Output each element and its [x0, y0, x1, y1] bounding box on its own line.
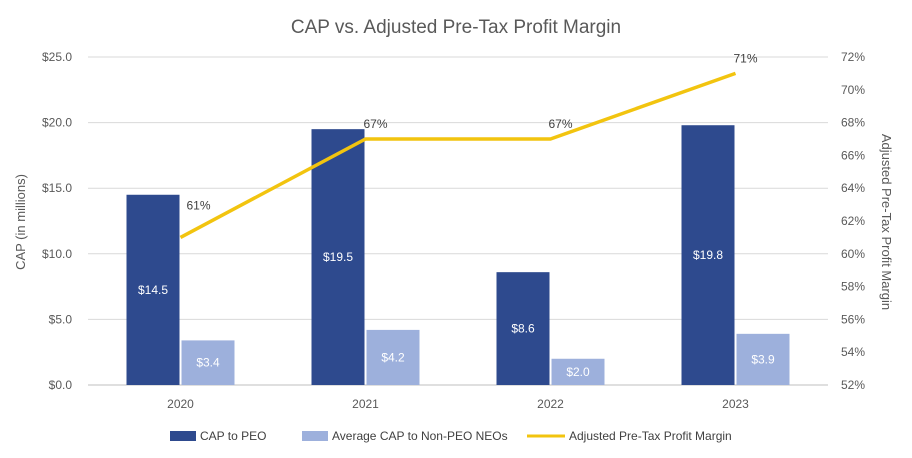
- x-tick-label: 2020: [167, 397, 194, 411]
- bar-cap-neo: [366, 329, 420, 385]
- bar-cap-neo: [181, 340, 235, 385]
- bar-cap-peo: [681, 125, 735, 385]
- y2-tick-label: 58%: [841, 280, 865, 294]
- bars: $14.5 $3.4 $19.5 $4.2 $8.6 $2.0 $19.8 $3.9: [126, 125, 790, 385]
- y2-tick-label: 68%: [841, 116, 865, 130]
- legend-swatch: [302, 431, 328, 441]
- legend-label: Adjusted Pre-Tax Profit Margin: [569, 429, 732, 443]
- y-tick-label: $20.0: [42, 116, 72, 130]
- y2-axis-title: Adjusted Pre-Tax Profit Margin: [879, 134, 894, 310]
- bar-cap-peo: [311, 129, 365, 385]
- right-axis-ticks: 52% 54% 56% 58% 60% 62% 64% 66% 68% 70% 72%: [841, 50, 865, 392]
- y-tick-label: $10.0: [42, 247, 72, 261]
- bar-data-label: $19.8: [693, 248, 723, 262]
- y2-tick-label: 60%: [841, 247, 865, 261]
- y2-tick-label: 54%: [841, 345, 865, 359]
- legend-label: CAP to PEO: [200, 429, 266, 443]
- y2-tick-label: 70%: [841, 83, 865, 97]
- x-tick-label: 2023: [722, 397, 749, 411]
- y2-tick-label: 66%: [841, 148, 865, 162]
- bar-cap-neo: [736, 333, 790, 385]
- legend-label: Average CAP to Non-PEO NEOs: [332, 429, 508, 443]
- legend-swatch: [170, 431, 196, 441]
- y2-tick-label: 56%: [841, 312, 865, 326]
- y2-tick-label: 64%: [841, 181, 865, 195]
- bar-data-label: $8.6: [511, 322, 535, 336]
- legend: CAP to PEO Average CAP to Non-PEO NEOs Adj…: [170, 429, 732, 443]
- line-data-label: 71%: [733, 51, 757, 65]
- bar-data-label: $4.2: [381, 350, 405, 364]
- y-tick-label: $0.0: [49, 378, 73, 392]
- x-axis-ticks: 2020 2021 2022 2023: [167, 397, 749, 411]
- y-tick-label: $25.0: [42, 50, 72, 64]
- bar-cap-peo: [126, 194, 180, 385]
- bar-cap-peo: [496, 272, 550, 385]
- y-tick-label: $5.0: [49, 312, 73, 326]
- margin-line-path: [179, 71, 737, 239]
- line-data-label: 61%: [186, 198, 210, 212]
- y2-tick-label: 72%: [841, 50, 865, 64]
- line-data-label: 67%: [548, 117, 572, 131]
- bar-data-label: $3.4: [196, 356, 220, 370]
- margin-line: 61% 67% 67% 71%: [179, 51, 758, 239]
- x-tick-label: 2022: [537, 397, 564, 411]
- x-tick-label: 2021: [352, 397, 379, 411]
- bar-data-label: $3.9: [751, 352, 775, 366]
- left-axis-ticks: $0.0 $5.0 $10.0 $15.0 $20.0 $25.0: [42, 50, 72, 392]
- line-data-label: 67%: [363, 117, 387, 131]
- y2-tick-label: 62%: [841, 214, 865, 228]
- bar-data-label: $14.5: [138, 283, 168, 297]
- bar-cap-neo: [551, 358, 605, 385]
- bar-data-label: $19.5: [323, 250, 353, 264]
- bar-data-label: $2.0: [566, 365, 590, 379]
- chart-title: CAP vs. Adjusted Pre-Tax Profit Margin: [291, 17, 621, 38]
- y2-tick-label: 52%: [841, 378, 865, 392]
- y-axis-title: CAP (in millions): [13, 174, 28, 270]
- y-tick-label: $15.0: [42, 181, 72, 195]
